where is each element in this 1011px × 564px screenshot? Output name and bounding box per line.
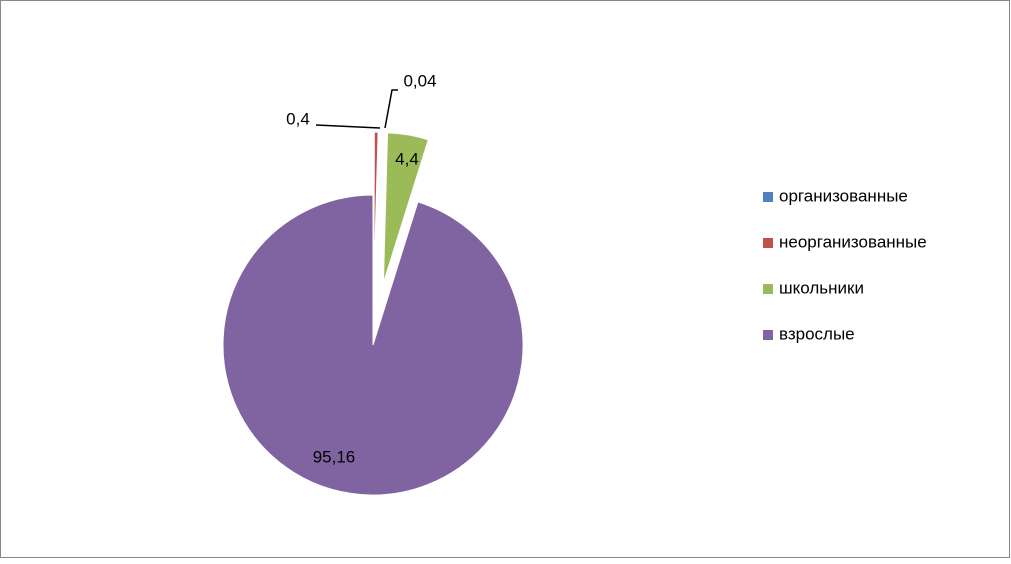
data-label: 0,04 bbox=[403, 71, 436, 90]
pie-slice bbox=[223, 195, 523, 495]
legend-label: взрослые bbox=[779, 324, 855, 343]
data-label: 0,4 bbox=[286, 109, 310, 128]
legend-swatch bbox=[763, 330, 773, 340]
legend-label: организованные bbox=[779, 186, 908, 205]
data-label: 95,16 bbox=[313, 447, 356, 466]
legend-label: неорганизованные bbox=[779, 232, 927, 251]
legend-swatch bbox=[763, 238, 773, 248]
legend-swatch bbox=[763, 192, 773, 202]
legend-label: школьники bbox=[779, 278, 864, 297]
legend-swatch bbox=[763, 284, 773, 294]
data-label: 4,4 bbox=[395, 149, 419, 168]
